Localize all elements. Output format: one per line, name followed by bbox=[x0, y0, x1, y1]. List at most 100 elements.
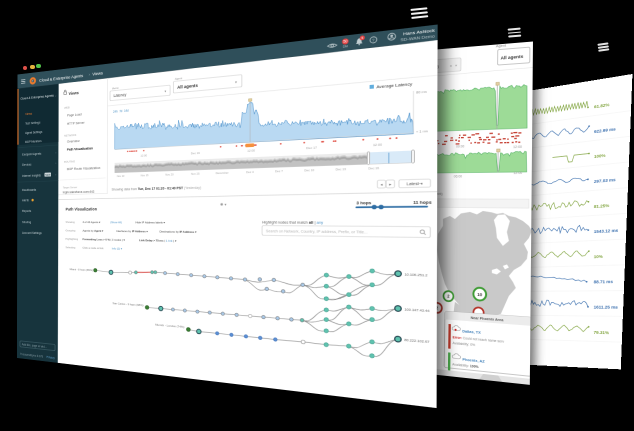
svg-text:Views: Views bbox=[25, 111, 33, 116]
svg-text:Destinations by IP Address ▾: Destinations by IP Address ▾ bbox=[160, 230, 197, 234]
svg-text:agent): agent) bbox=[432, 192, 443, 197]
svg-text:Alerts: Alerts bbox=[22, 198, 29, 202]
svg-text:Search on Network, Country, IP: Search on Network, Country, IP address, … bbox=[266, 228, 368, 234]
svg-text:Account Settings: Account Settings bbox=[22, 231, 42, 236]
svg-text:›: › bbox=[55, 151, 56, 155]
svg-text:December: December bbox=[216, 171, 229, 175]
svg-text:Agents by Agent ▾: Agents by Agent ▾ bbox=[83, 229, 104, 233]
svg-text:10.106.251.2: 10.106.251.2 bbox=[405, 273, 429, 278]
svg-text:Test Settings: Test Settings bbox=[25, 120, 41, 126]
svg-text:Miami - 8 hops (89%): Miami - 8 hops (89%) bbox=[70, 268, 93, 272]
svg-text:Dec 16: Dec 16 bbox=[368, 168, 380, 171]
svg-text:›: › bbox=[89, 72, 91, 77]
svg-text:Nov 15: Nov 15 bbox=[141, 175, 150, 178]
svg-text:›: › bbox=[55, 161, 56, 165]
svg-text:< 1 ms: < 1 ms bbox=[416, 129, 429, 134]
svg-text:Availability: 0%: Availability: 0% bbox=[453, 341, 476, 348]
svg-text:▸: ▸ bbox=[389, 181, 392, 187]
svg-text:DM: DM bbox=[343, 46, 348, 49]
svg-text:Internet Insights: Internet Insights bbox=[22, 173, 41, 178]
svg-text:12:00: 12:00 bbox=[140, 154, 148, 158]
svg-text:Click a node or link: Click a node or link bbox=[82, 246, 104, 250]
svg-text:Link Delay > 75 ms ( 1 link ): Link Delay > 75 ms ( 1 link ) ▾ bbox=[139, 239, 176, 243]
svg-text:81.25%: 81.25% bbox=[594, 203, 610, 209]
svg-text:1611.25 ms: 1611.25 ms bbox=[594, 305, 618, 310]
svg-text:Agent Settings: Agent Settings bbox=[25, 130, 43, 136]
svg-text:Reports: Reports bbox=[22, 209, 32, 213]
svg-text:▾: ▾ bbox=[235, 79, 238, 84]
svg-text:Nov 20: Nov 20 bbox=[165, 174, 174, 177]
svg-text:Endpoint Agents: Endpoint Agents bbox=[22, 151, 42, 156]
svg-text:10: 10 bbox=[477, 292, 482, 297]
svg-text:Nov 25: Nov 25 bbox=[191, 173, 200, 176]
svg-text:Dec 17: Dec 17 bbox=[306, 146, 318, 151]
svg-text:Hans Ashlock: Hans Ashlock bbox=[403, 27, 436, 36]
svg-text:50: 50 bbox=[343, 38, 348, 44]
svg-text:Dashboards: Dashboards bbox=[22, 188, 37, 193]
svg-text:Overview: Overview bbox=[67, 139, 80, 144]
svg-text:Agent: Agent bbox=[175, 77, 183, 81]
svg-text:San Carlos - 9 hops (98%): San Carlos - 9 hops (98%) bbox=[113, 302, 144, 308]
svg-text:◂: ◂ bbox=[380, 182, 383, 188]
svg-text:Average Latency: Average Latency bbox=[376, 81, 413, 90]
svg-text:NEW: NEW bbox=[45, 173, 51, 176]
svg-text:All agents: All agents bbox=[501, 53, 524, 61]
svg-text:100.147.43.44: 100.147.43.44 bbox=[404, 308, 430, 314]
svg-text:Dec 10: Dec 10 bbox=[304, 170, 315, 173]
svg-text:Add IDs, page or wid...: Add IDs, page or wid... bbox=[22, 342, 47, 349]
svg-text:ThousandEyes 8.976: ThousandEyes 8.976 bbox=[20, 352, 44, 359]
svg-text:Near Phoenix Area: Near Phoenix Area bbox=[471, 315, 504, 322]
svg-text:Hide IP Address labels ▾: Hide IP Address labels ▾ bbox=[136, 221, 165, 225]
svg-text:Latest⇥: Latest⇥ bbox=[406, 181, 423, 187]
svg-text:›: › bbox=[55, 173, 56, 177]
svg-text:11 hops: 11 hops bbox=[413, 199, 432, 205]
svg-text:12:00: 12:00 bbox=[513, 144, 522, 149]
svg-text:All agents: All agents bbox=[177, 83, 198, 90]
svg-text:Munich - London (74%): Munich - London (74%) bbox=[155, 323, 184, 329]
svg-text:12:00: 12:00 bbox=[373, 143, 383, 148]
svg-text:Highlighting: Highlighting bbox=[66, 238, 79, 242]
svg-text:6: 6 bbox=[361, 38, 364, 41]
svg-text:BGP Monitors: BGP Monitors bbox=[25, 139, 42, 144]
svg-text:10%: 10% bbox=[594, 254, 603, 259]
svg-text:⌄: ⌄ bbox=[55, 94, 57, 98]
svg-text:922.99 ms: 922.99 ms bbox=[594, 127, 616, 135]
svg-text:▾: ▾ bbox=[165, 89, 167, 94]
svg-text:Selecting: Selecting bbox=[66, 246, 77, 250]
svg-text:12:00: 12:00 bbox=[247, 149, 256, 153]
svg-text:Dallas, TX: Dallas, TX bbox=[462, 329, 482, 335]
svg-text:80 ms: 80 ms bbox=[416, 90, 428, 95]
svg-text:NETWORK: NETWORK bbox=[64, 134, 77, 138]
svg-text:Path Visualization: Path Visualization bbox=[66, 207, 97, 212]
svg-text:3 hops: 3 hops bbox=[356, 200, 371, 206]
svg-text:09:00: 09:00 bbox=[456, 144, 465, 149]
svg-text:Privacy: Privacy bbox=[46, 355, 55, 360]
svg-text:61.82%: 61.82% bbox=[594, 102, 610, 109]
svg-text:Info (2) ▾: Info (2) ▾ bbox=[112, 247, 122, 251]
svg-text:SD-WAN Demo: SD-WAN Demo bbox=[401, 33, 436, 43]
svg-text:Dec 4: Dec 4 bbox=[246, 172, 255, 175]
svg-text:Interfaces by IP Address ▾: Interfaces by IP Address ▾ bbox=[116, 230, 148, 234]
svg-text:Showing data from Tue, Dec 17: Showing data from Tue, Dec 17 01:20 - 01… bbox=[112, 185, 202, 192]
svg-text:Page Load: Page Load bbox=[67, 112, 82, 118]
svg-text:✺ ▾: ✺ ▾ bbox=[220, 202, 227, 207]
svg-text:Cloud & Enterprise Agents: Cloud & Enterprise Agents bbox=[39, 74, 83, 83]
svg-text:Path Visualization: Path Visualization bbox=[67, 146, 93, 152]
svg-text:Views: Views bbox=[92, 71, 103, 77]
svg-text:Highlight nodes that match all: Highlight nodes that match all | any bbox=[262, 220, 324, 226]
svg-text:1543.12 ms: 1543.12 ms bbox=[594, 228, 619, 234]
svg-text:WEB: WEB bbox=[64, 106, 70, 110]
svg-text:Phoenix, AZ: Phoenix, AZ bbox=[462, 357, 484, 364]
svg-text:Nov 10: Nov 10 bbox=[117, 176, 125, 179]
svg-text:2: 2 bbox=[436, 306, 438, 311]
svg-text:ROUTING: ROUTING bbox=[64, 160, 75, 164]
svg-text:Target Server: Target Server bbox=[63, 186, 78, 190]
svg-text:?: ? bbox=[372, 37, 375, 43]
svg-text:06:00: 06:00 bbox=[454, 174, 463, 179]
svg-text:2: 2 bbox=[447, 294, 449, 299]
svg-text:Views: Views bbox=[69, 91, 79, 96]
svg-text:88.71 ms: 88.71 ms bbox=[594, 279, 614, 284]
svg-text:BGP Route Visualization: BGP Route Visualization bbox=[67, 165, 101, 171]
svg-text:Latency: Latency bbox=[113, 92, 126, 98]
svg-text:Availability: 100%: Availability: 100% bbox=[452, 362, 479, 369]
